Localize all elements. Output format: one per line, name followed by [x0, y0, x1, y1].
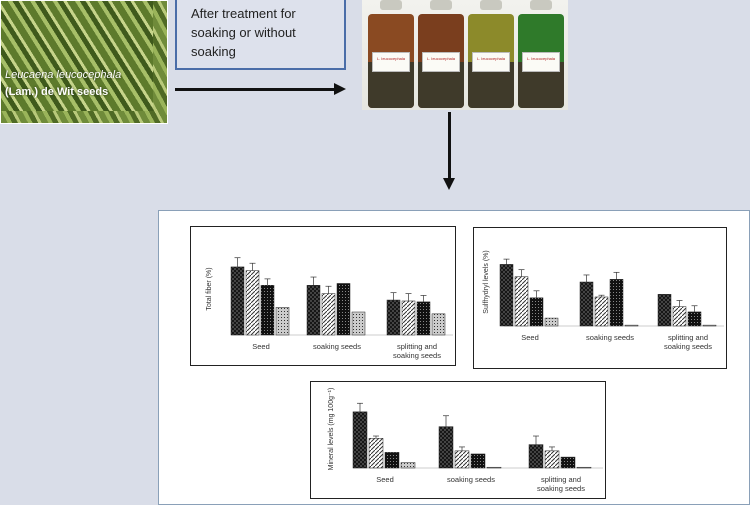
category-label: soaking seeds [586, 333, 634, 342]
chart-minerals: Mineral levels (mg 100g⁻¹) Seed soaking se… [310, 381, 606, 499]
chart-total-fiber-svg: Total fiber (%)Seed soaking seeds splittin… [206, 257, 453, 360]
bar [438, 426, 454, 469]
bar [400, 462, 416, 469]
y-axis-label: Sulfhydryl levels (%) [483, 250, 490, 313]
bar [230, 266, 245, 336]
category-label: soaking seeds [537, 484, 585, 493]
chart-sulfhydryl: Sulfhydryl levels (%) Seed soaking seeds sp… [473, 227, 727, 369]
arrow-right-head [334, 83, 346, 95]
bar [260, 285, 275, 336]
bar [384, 452, 400, 469]
bar [336, 283, 351, 336]
bottle-label: L. leucocephala [372, 52, 410, 72]
category-label: Seed [521, 333, 539, 342]
bar [499, 264, 514, 327]
bar [624, 324, 639, 327]
bottle-label: L. leucocephala [422, 52, 460, 72]
chart-minerals-svg: Mineral levels (mg 100g⁻¹) Seed soaking se… [328, 388, 603, 493]
seed-pods-image [1, 1, 153, 111]
bar [687, 311, 702, 327]
bar [470, 453, 486, 469]
category-label: splitting and [668, 333, 708, 342]
bar [351, 311, 366, 336]
bar [702, 324, 717, 327]
seed-caption: Leucaena leucocephala (Lam.) de Wit seed… [5, 67, 155, 101]
chart-total-fiber: Total fiber (%) Seed soaking seeds splittin… [190, 226, 456, 366]
category-label: Seed [376, 475, 394, 484]
bar [579, 281, 594, 327]
bottle-label: L. leucocephala [472, 52, 510, 72]
bar [401, 300, 416, 336]
treatment-box: After treatment for soaking or without s… [175, 0, 346, 70]
bar [560, 456, 576, 469]
category-label: soaking seeds [313, 342, 361, 351]
bar [529, 297, 544, 327]
bottles-photo: L. leucocephala L. leucocephala L. leuco… [362, 0, 568, 110]
bar [594, 296, 609, 327]
bar [386, 299, 401, 336]
treatment-line-1: After treatment for [191, 6, 296, 21]
seed-caption-species: Leucaena leucocephala [5, 69, 122, 81]
category-label: soaking seeds [664, 342, 712, 351]
bar [352, 411, 368, 469]
bar [544, 450, 560, 469]
bar [416, 301, 431, 336]
treatment-line-3: soaking [191, 44, 236, 59]
bar [275, 307, 290, 336]
bar [454, 450, 470, 469]
bar [672, 306, 687, 327]
arrow-right [175, 88, 335, 91]
arrow-down-head [443, 178, 455, 190]
bar [431, 313, 446, 336]
bar [514, 276, 529, 327]
bar [657, 294, 672, 327]
bar [609, 279, 624, 327]
bar [486, 466, 502, 469]
y-axis-label: Total fiber (%) [206, 267, 213, 310]
category-label: Seed [252, 342, 270, 351]
category-label: soaking seeds [447, 475, 495, 484]
seed-photo: Leucaena leucocephala (Lam.) de Wit seed… [0, 0, 168, 124]
bar [544, 317, 559, 327]
bottle: L. leucocephala [518, 0, 564, 108]
seed-caption-author: (Lam.) de Wit seeds [5, 86, 109, 98]
bottle: L. leucocephala [468, 0, 514, 108]
chart-sulfhydryl-svg: Sulfhydryl levels (%)Seed soaking seeds sp… [483, 250, 724, 351]
bottle: L. leucocephala [418, 0, 464, 108]
bar [306, 285, 321, 336]
treatment-line-2: soaking or without [191, 25, 296, 40]
bottle: L. leucocephala [368, 0, 414, 108]
bar [321, 293, 336, 336]
category-label: splitting and [397, 342, 437, 351]
arrow-down [448, 112, 451, 180]
bottle-label: L. leucocephala [522, 52, 560, 72]
bar [576, 466, 592, 469]
category-label: splitting and [541, 475, 581, 484]
bar [245, 270, 260, 336]
category-label: soaking seeds [393, 351, 441, 360]
y-axis-label: Mineral levels (mg 100g⁻¹) [328, 388, 335, 471]
bar [368, 438, 384, 469]
bar [528, 444, 544, 469]
